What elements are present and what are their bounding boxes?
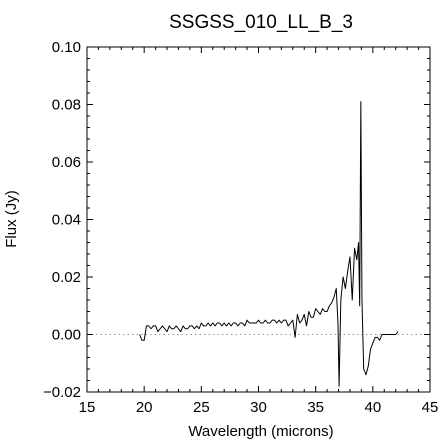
y-tick-label: 0.08 (52, 97, 81, 114)
y-tick-label: 0.02 (52, 269, 81, 286)
plot-frame (86, 46, 431, 393)
x-tick-label: 35 (307, 399, 324, 416)
y-tick-label: 0.04 (52, 212, 81, 229)
x-tick-label: 45 (422, 399, 439, 416)
y-axis-label: Flux (Jy) (3, 190, 20, 248)
x-tick-label: 15 (79, 399, 96, 416)
y-tick-label: 0.06 (52, 154, 81, 171)
x-tick-label: 25 (193, 399, 210, 416)
chart-title: SSGSS_010_LL_B_3 (169, 12, 353, 33)
y-tick-label: 0.10 (52, 39, 81, 56)
x-axis-label: Wavelength (microns) (188, 423, 333, 440)
series-line-0 (139, 101, 399, 387)
y-tick-label: 0.00 (52, 327, 81, 344)
x-tick-label: 40 (364, 399, 381, 416)
plot-area: 15 20 25 30 35 40 45 −0.02 0.00 0.02 0.04 0.06 0.08 0… (43, 39, 438, 416)
x-tick-label: 30 (250, 399, 267, 416)
y-tick-label: −0.02 (43, 384, 81, 401)
x-tick-label: 20 (136, 399, 153, 416)
